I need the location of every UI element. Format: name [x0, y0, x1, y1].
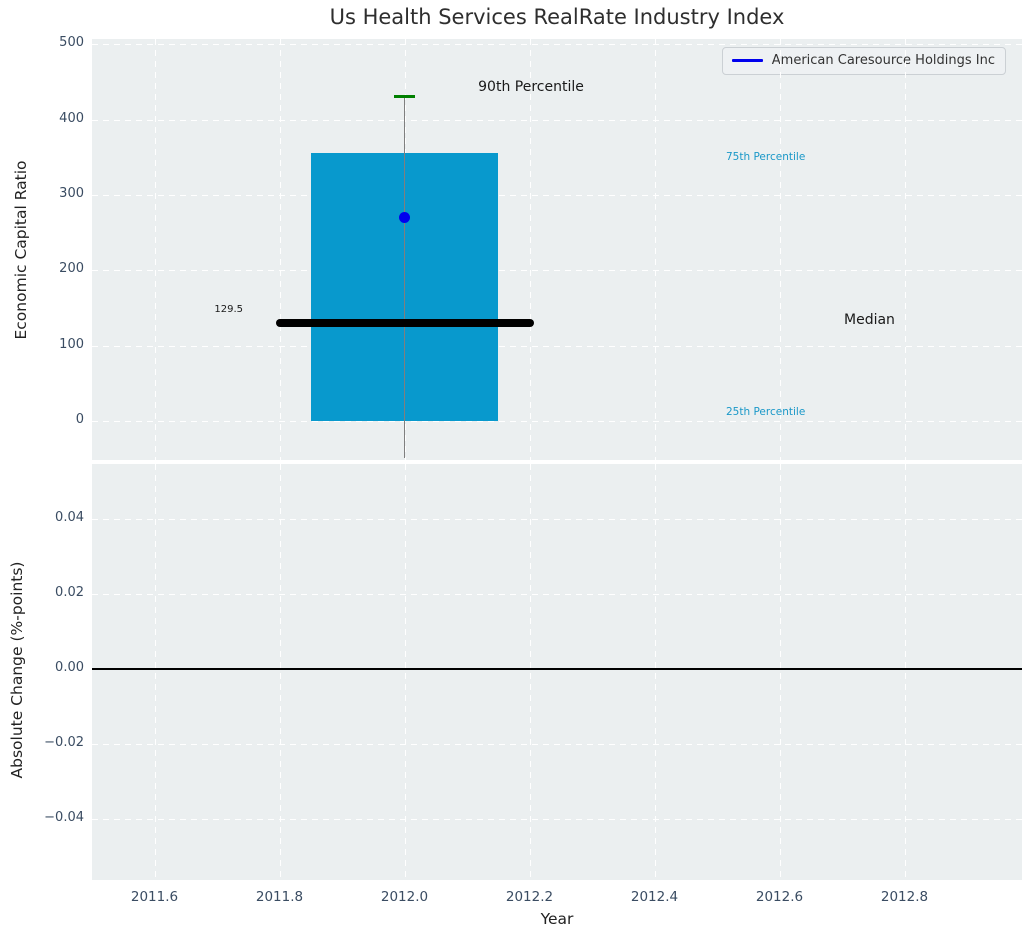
horizontal-gridline	[92, 743, 1022, 745]
vertical-gridline	[904, 39, 906, 460]
annotation-25th-percentile: 25th Percentile	[726, 406, 806, 418]
top-plot-area: American Caresource Holdings Inc	[92, 39, 1022, 460]
vertical-gridline	[279, 39, 281, 460]
vertical-gridline	[904, 464, 906, 880]
vertical-gridline	[654, 464, 656, 880]
vertical-gridline	[779, 39, 781, 460]
bottom-plot-area	[92, 464, 1022, 880]
chart-title: Us Health Services RealRate Industry Ind…	[329, 5, 785, 29]
median-line	[275, 319, 534, 328]
y-tick-label: 0.04	[55, 510, 84, 526]
x-tick-label: 2012.8	[880, 889, 929, 905]
vertical-gridline	[404, 464, 406, 880]
y-tick-label: −0.04	[44, 809, 84, 825]
annotation-median: Median	[844, 312, 895, 328]
vertical-gridline	[154, 39, 156, 460]
annotation-median-value: 129.5	[214, 304, 243, 315]
y-axis-label-bottom: Absolute Change (%-points)	[8, 561, 26, 779]
y-tick-label: −0.02	[44, 734, 84, 750]
y-tick-label: 300	[59, 185, 84, 201]
horizontal-gridline	[92, 594, 1022, 596]
x-axis-label: Year	[540, 910, 574, 928]
horizontal-gridline	[92, 345, 1022, 347]
vertical-gridline	[529, 39, 531, 460]
p90-cap	[394, 95, 415, 99]
vertical-gridline	[654, 39, 656, 460]
y-tick-label: 400	[59, 110, 84, 126]
x-tick-label: 2011.8	[255, 889, 304, 905]
y-tick-label: 0	[75, 411, 84, 427]
vertical-gridline	[279, 464, 281, 880]
legend-label: American Caresource Holdings Inc	[771, 53, 995, 68]
legend-line-swatch	[731, 59, 763, 62]
annotation-75th-percentile: 75th Percentile	[726, 151, 806, 163]
company-point	[399, 211, 410, 223]
x-tick-label: 2012.6	[755, 889, 804, 905]
x-tick-label: 2012.0	[380, 889, 429, 905]
horizontal-gridline	[92, 119, 1022, 121]
horizontal-gridline	[92, 818, 1022, 820]
y-tick-label: 100	[59, 336, 84, 352]
vertical-gridline	[529, 464, 531, 880]
vertical-gridline	[779, 464, 781, 880]
annotation-90th-percentile: 90th Percentile	[478, 79, 584, 95]
x-tick-label: 2011.6	[130, 889, 179, 905]
x-tick-label: 2012.4	[630, 889, 679, 905]
horizontal-gridline	[92, 519, 1022, 521]
y-tick-label: 0.02	[55, 585, 84, 601]
horizontal-gridline	[92, 420, 1022, 422]
y-tick-label: 500	[59, 35, 84, 51]
y-tick-label: 200	[59, 261, 84, 277]
whisker-line	[403, 96, 406, 459]
zero-axhline	[92, 668, 1022, 670]
vertical-gridline	[154, 464, 156, 880]
x-tick-label: 2012.2	[505, 889, 554, 905]
y-tick-label: 0.00	[55, 660, 84, 675]
horizontal-gridline	[92, 44, 1022, 46]
horizontal-gridline	[92, 194, 1022, 196]
legend: American Caresource Holdings Inc	[721, 47, 1006, 75]
horizontal-gridline	[92, 270, 1022, 272]
